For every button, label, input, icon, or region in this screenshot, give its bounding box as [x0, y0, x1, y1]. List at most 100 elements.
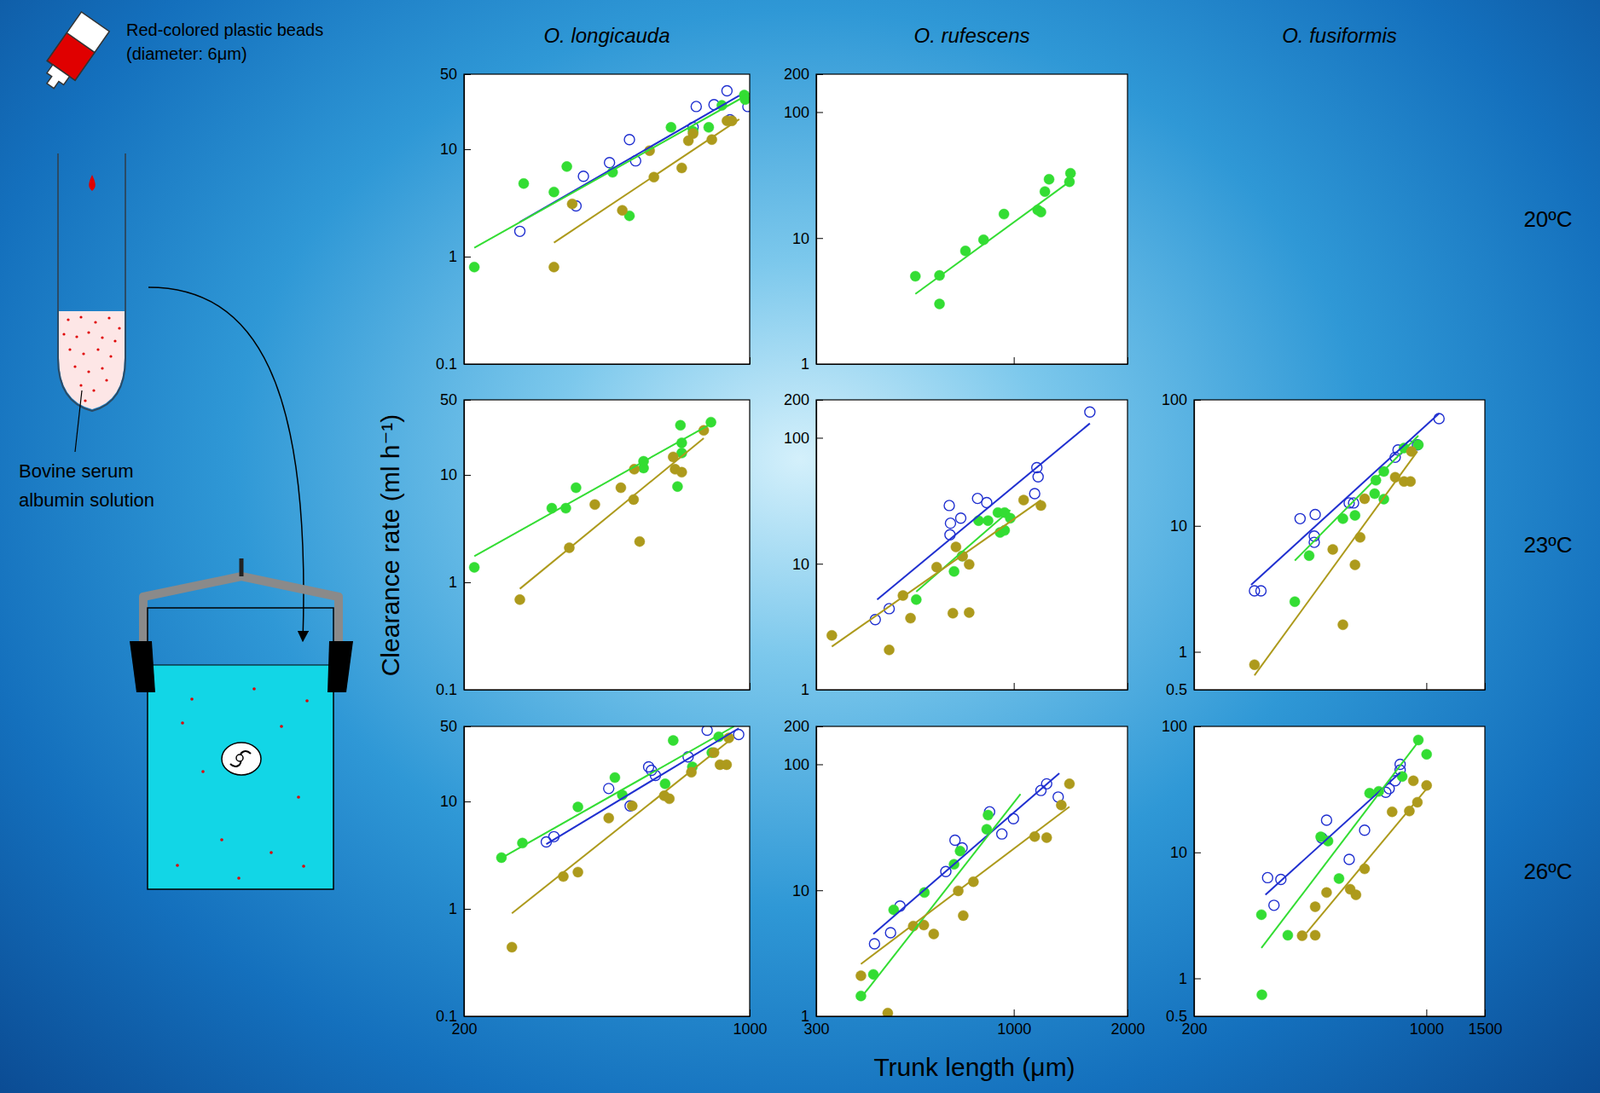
figure-svg: Red-colored plastic beads(diameter: 6μm)… — [0, 0, 1600, 1093]
y-tick-label: 1 — [800, 355, 810, 373]
data-point — [950, 542, 962, 553]
data-point — [1039, 186, 1050, 198]
data-point — [944, 518, 956, 529]
data-point — [518, 178, 529, 189]
x-tick: 1000 — [1409, 1009, 1444, 1038]
data-point — [589, 499, 600, 511]
diagram: Red-colored plastic beads(diameter: 6μm)… — [18, 11, 354, 890]
y-axis: 0.111050 — [435, 718, 471, 1026]
plot-frame — [1194, 726, 1485, 1017]
y-tick-label: 100 — [1161, 391, 1188, 409]
beads-label: (diameter: 6μm) — [126, 44, 248, 64]
marks — [469, 86, 750, 273]
data-point — [1359, 825, 1370, 836]
data-point — [1338, 620, 1349, 631]
data-point — [672, 481, 683, 493]
x-tick-mark — [1014, 357, 1015, 365]
y-tick-mark — [463, 149, 471, 151]
y-tick-label: 50 — [440, 718, 458, 736]
data-point — [1289, 597, 1300, 608]
plot-frame — [463, 74, 750, 365]
data-point — [660, 778, 671, 789]
data-point — [506, 942, 517, 953]
data-point — [957, 910, 969, 922]
data-point — [1262, 872, 1273, 883]
x-tick-mark — [1426, 683, 1427, 690]
bead-dot — [109, 354, 112, 358]
fit-line — [915, 510, 1010, 592]
plot-background — [816, 74, 1128, 365]
data-point — [675, 420, 686, 431]
bead-dot — [201, 770, 205, 774]
marks — [826, 406, 1096, 656]
bead-dot — [220, 838, 224, 842]
x-axis — [817, 357, 1129, 366]
data-point — [676, 467, 687, 478]
y-tick-label: 0.1 — [435, 681, 458, 699]
beaker — [147, 608, 334, 890]
y-tick-label: 10 — [792, 230, 810, 248]
plot-background — [1194, 726, 1485, 1017]
column-title: O. fusiformis — [1281, 23, 1398, 47]
y-tick-mark — [816, 563, 824, 565]
y-tick: 10 — [792, 556, 824, 574]
x-tick — [1426, 683, 1427, 690]
y-tick: 1 — [448, 900, 471, 918]
data-point — [944, 500, 955, 511]
y-tick-label: 1 — [448, 573, 458, 592]
data-point — [1310, 902, 1321, 913]
bead-dot — [175, 863, 180, 868]
y-tick-label: 200 — [783, 391, 810, 409]
y-tick-mark — [1194, 979, 1201, 980]
data-point — [983, 515, 994, 527]
data-point — [855, 970, 866, 981]
x-axis — [817, 683, 1129, 691]
y-tick-label: 200 — [783, 65, 810, 83]
fit-line — [1306, 788, 1427, 934]
x-axis — [464, 683, 751, 691]
data-point — [548, 186, 559, 198]
y-axis: 0.5110100 — [1161, 718, 1201, 1026]
marks — [855, 773, 1074, 1017]
data-point — [562, 161, 573, 172]
plot-background — [463, 400, 750, 690]
y-axis: 0.111050 — [435, 391, 471, 699]
data-point — [1350, 560, 1361, 571]
bsa-label: albumin solution — [18, 489, 155, 511]
data-point — [1310, 509, 1321, 520]
data-point — [1413, 735, 1424, 746]
data-point — [997, 828, 1008, 840]
y-axis: 110100200 — [783, 718, 824, 1026]
bead-dot — [86, 370, 90, 373]
row-title: 26ºC — [1523, 858, 1572, 885]
data-point — [885, 927, 896, 939]
x-tick: 1000 — [997, 1009, 1032, 1038]
data-point — [1297, 931, 1308, 942]
y-axis: 0.111050 — [435, 65, 471, 373]
y-tick-mark — [463, 801, 471, 803]
data-point — [604, 157, 615, 169]
data-point — [1344, 854, 1355, 865]
fit-line — [1261, 740, 1421, 949]
data-point — [1029, 488, 1040, 499]
x-tick — [1014, 683, 1015, 690]
data-point — [934, 299, 945, 310]
data-point — [690, 101, 702, 112]
data-point — [615, 482, 627, 493]
data-point — [998, 208, 1009, 220]
data-point — [1321, 815, 1332, 826]
y-tick-label: 1 — [448, 248, 458, 266]
y-tick-label: 10 — [440, 466, 458, 484]
house — [221, 742, 261, 776]
y-tick: 10 — [1170, 517, 1201, 535]
y-tick-label: 1 — [1178, 643, 1188, 661]
figure-texts: O. longicaudaO. rufescensO. fusiformis20… — [376, 23, 1573, 1082]
y-tick-label: 10 — [440, 793, 458, 811]
fit-line — [498, 726, 734, 860]
data-point — [469, 562, 480, 573]
fit-line — [520, 438, 705, 590]
data-point — [1433, 413, 1444, 424]
column-title: O. rufescens — [913, 23, 1030, 47]
data-point — [721, 759, 732, 771]
data-point — [1309, 537, 1320, 548]
